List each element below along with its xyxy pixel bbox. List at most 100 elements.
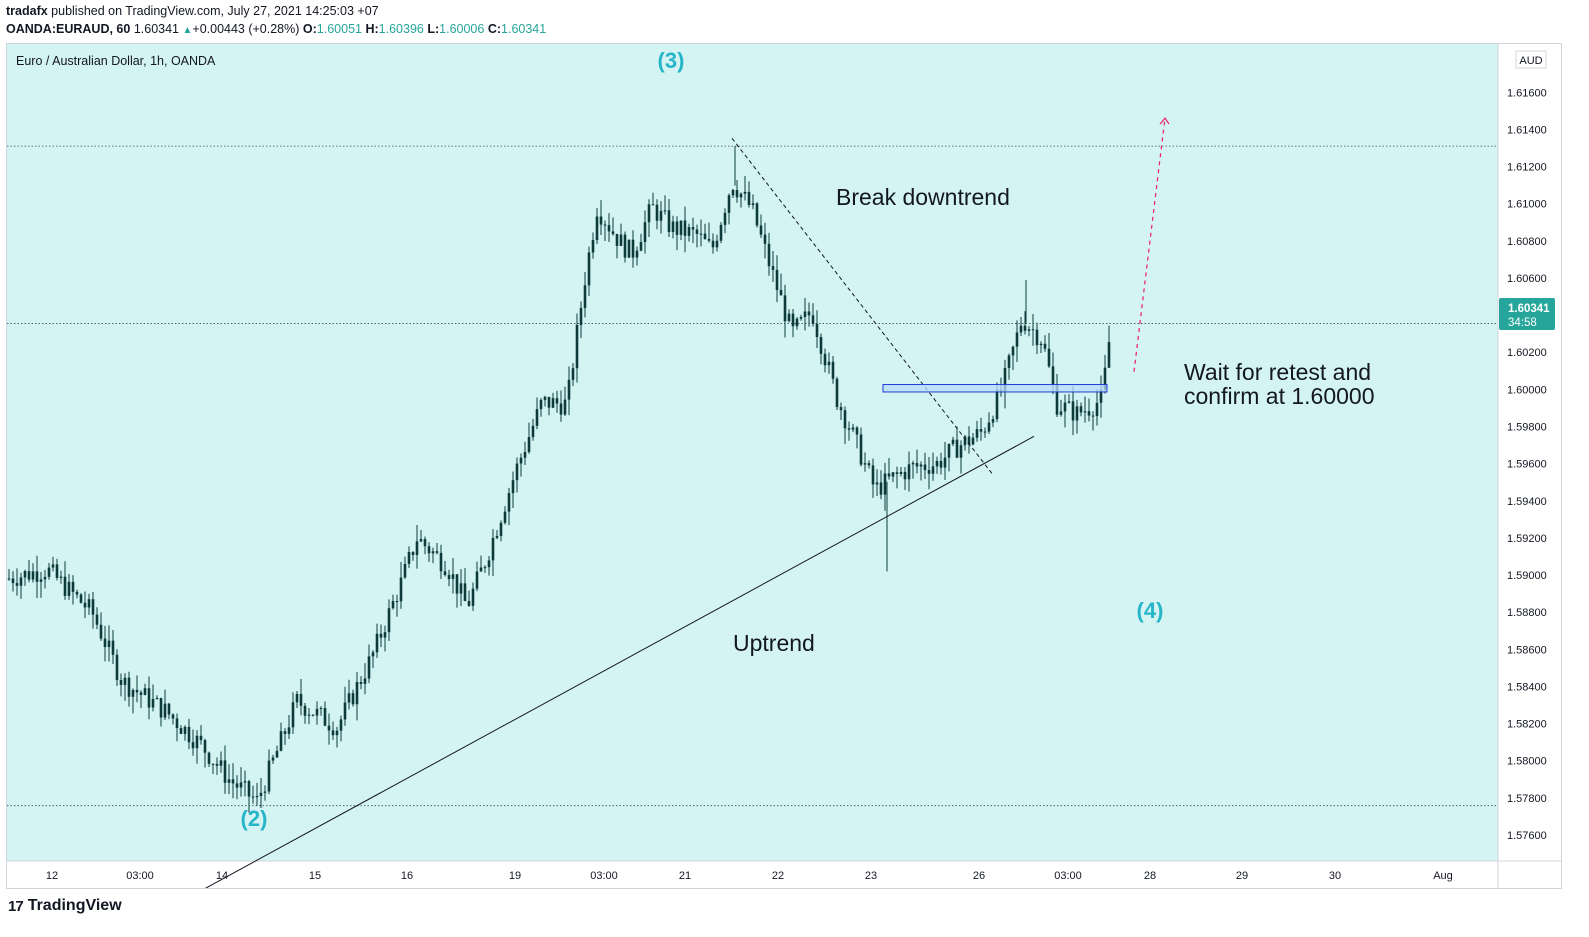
y-tick-label: 1.58200 [1507,719,1547,731]
candle-body [499,522,503,536]
candle [667,198,671,237]
candle-body [267,760,271,792]
candle [223,745,227,794]
candle [143,683,147,696]
chart-frame[interactable]: 1.61600 1.61400 1.61200 1.61000 1.60800 1.606… [6,43,1562,889]
candle-body [59,576,63,578]
wave-4-label: (4) [1137,598,1164,623]
candle-body [243,781,247,783]
candle-body [139,692,143,695]
candle [139,690,143,709]
candle [103,625,107,662]
candle [507,487,511,526]
candle-body [975,429,979,438]
candle [283,728,287,745]
candle-body [703,233,707,240]
candle-body [891,472,895,477]
candle [99,612,103,641]
high-value: 1.60396 [378,22,424,36]
candle-body [539,399,543,410]
price-change: +0.00443 (+0.28%) [192,22,300,36]
tradingview-logo[interactable]: 17 TradingView [8,897,122,915]
candle [991,415,995,428]
candle [875,469,879,497]
candle-body [875,482,879,485]
candle-body [1043,343,1047,349]
candle [43,569,47,589]
candle [471,582,475,611]
candle-body [107,640,111,648]
author-name[interactable]: tradafx [6,4,48,18]
candle-body [579,307,583,326]
candle [967,426,971,454]
candle-body [915,462,919,467]
candle-body [599,216,603,225]
candle-body [431,551,435,554]
currency-badge[interactable] [1515,50,1547,69]
candle-body [843,410,847,429]
candle [379,624,383,648]
candle [239,767,243,797]
candle [151,684,155,712]
candle [39,571,43,598]
candle-body [115,654,119,681]
candle-body [403,563,407,578]
x-tick-label: 12 [46,870,58,882]
candle-body [519,457,523,464]
candle-body [987,422,991,432]
candle-body [611,231,615,235]
candle [699,219,703,247]
candle-body [571,368,575,380]
candle [723,208,727,234]
candle-body [639,242,643,251]
candle [1027,326,1031,337]
candle-body [555,398,559,404]
candle-body [163,703,167,718]
candle-body [171,714,175,719]
candle [1043,335,1047,352]
candle [231,763,235,799]
candle-body [283,731,287,734]
candle-body [27,571,31,580]
candle [1071,385,1075,436]
candle [127,671,131,707]
candle [891,471,895,483]
candle [691,217,695,244]
candle-body [19,577,23,586]
candle-body [851,427,855,430]
candle-body [235,783,239,788]
close-value: 1.60341 [501,22,547,36]
candle-body [143,688,147,695]
candle-body [327,725,331,731]
candle [191,729,195,756]
last-price: 1.60341 [133,22,179,36]
candle [755,202,759,228]
candle-body [187,726,191,743]
candle [851,423,855,433]
candle [935,456,939,474]
candle-body [479,567,483,572]
candle-body [1039,343,1043,346]
y-tick-label: 1.57600 [1507,830,1547,842]
candle-body [395,601,399,603]
candle [803,297,807,331]
candle-body [739,193,743,198]
candle-body [279,731,283,751]
candle [615,233,619,259]
candle-body [495,535,499,538]
candle [279,722,283,752]
candle [27,559,31,583]
candle [491,529,495,577]
candle-body [159,698,163,718]
candle [187,718,191,750]
price-chart[interactable]: 1.61600 1.61400 1.61200 1.61000 1.60800 1.606… [7,44,1561,888]
candle [895,466,899,489]
candle-body [343,702,347,720]
candle [931,452,935,481]
candle-body [483,567,487,569]
candle-body [99,624,103,639]
candle-body [631,239,635,258]
candle-body [883,473,887,495]
candle-body [511,480,515,494]
candle [855,426,859,449]
